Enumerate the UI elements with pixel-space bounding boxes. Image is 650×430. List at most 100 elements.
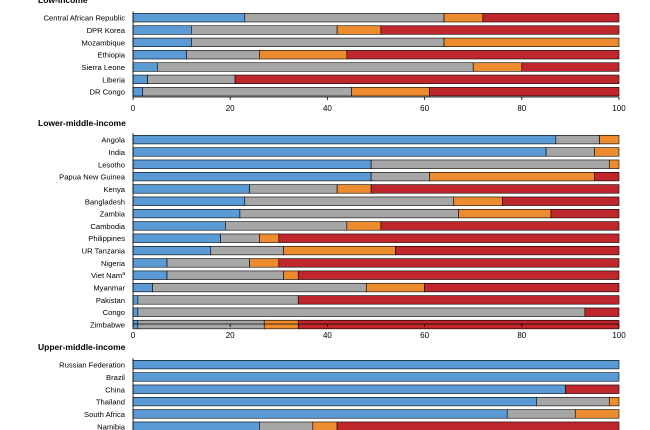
bar-segment xyxy=(458,208,552,219)
bar-segment xyxy=(132,421,260,430)
category-label: Congo xyxy=(103,308,125,317)
category-label: Angola xyxy=(101,136,125,145)
bar-segment xyxy=(132,258,168,268)
category-label: Cambodia xyxy=(90,222,125,231)
category-name: DR Congo xyxy=(90,88,125,97)
bar-segment xyxy=(472,62,523,72)
bar-segment xyxy=(132,147,547,157)
category-name: Cambodia xyxy=(90,222,125,231)
x-tick-label: 20 xyxy=(226,331,235,340)
bar-segment xyxy=(259,50,348,60)
bar-segment xyxy=(220,233,260,243)
category-name: Kenya xyxy=(103,185,125,194)
category-name: Philippines xyxy=(88,234,125,243)
bar-segment xyxy=(545,147,595,157)
bar-segment xyxy=(132,196,246,206)
bar-segment xyxy=(506,409,576,419)
bar-segment xyxy=(370,159,610,169)
category-name: Sierra Leone xyxy=(82,63,125,72)
bar-segment xyxy=(132,25,192,35)
bar-segment xyxy=(482,13,620,23)
category-label: Nigeria xyxy=(101,259,126,268)
category-label: China xyxy=(105,385,126,394)
bar-segment xyxy=(132,135,557,145)
category-label: Central African Republic xyxy=(44,14,126,23)
category-name: Bangladesh xyxy=(85,197,125,206)
bar-segment xyxy=(297,295,620,305)
category-name: Angola xyxy=(101,136,125,145)
category-label: Zambia xyxy=(100,210,126,219)
bar-segment xyxy=(132,233,221,243)
bar-segment xyxy=(132,295,139,305)
bar-segment xyxy=(608,159,620,169)
bar-segment xyxy=(336,25,382,35)
bar-segment xyxy=(210,245,284,256)
bar-segment xyxy=(132,245,212,256)
bar-segment xyxy=(536,396,610,407)
category-name: Brazil xyxy=(106,373,125,382)
bar-segment xyxy=(152,282,367,293)
bar-segment xyxy=(429,171,595,182)
category-label: Philippines xyxy=(88,234,125,243)
category-name: Pakistan xyxy=(96,296,125,305)
category-label: Zimbabwe xyxy=(90,321,125,330)
x-tick-label: 0 xyxy=(131,331,136,340)
bar-segment xyxy=(365,282,425,293)
bar-segment xyxy=(351,87,430,97)
bar-segment xyxy=(429,87,620,97)
panel-title: Upper-middle-income xyxy=(38,342,126,352)
bar-segment xyxy=(142,87,352,97)
bar-segment xyxy=(521,62,620,72)
bar-segment xyxy=(297,270,620,280)
bar-segment xyxy=(166,270,284,280)
bar-segment xyxy=(259,233,280,243)
x-tick-label: 40 xyxy=(323,331,332,340)
bar-segment xyxy=(186,50,260,60)
bar-segment xyxy=(443,13,484,23)
bar-segment xyxy=(132,359,620,370)
bar-segment xyxy=(380,221,620,231)
category-name: Central African Republic xyxy=(44,14,126,23)
bar-segment xyxy=(259,421,314,430)
x-tick-label: 20 xyxy=(226,104,235,113)
bar-segment xyxy=(380,25,620,35)
bar-segment xyxy=(244,13,445,23)
bar-segment xyxy=(132,221,226,231)
bar-segment xyxy=(584,307,620,317)
category-name: Nigeria xyxy=(101,259,126,268)
bar-segment xyxy=(157,62,474,72)
bar-segment xyxy=(137,319,265,330)
bar-segment xyxy=(574,409,620,419)
bar-segment xyxy=(594,171,620,182)
bar-segment xyxy=(424,282,620,293)
bar-segment xyxy=(263,319,299,330)
panel-title: Lower-middle-income xyxy=(38,118,126,128)
bar-segment xyxy=(132,159,372,169)
category-label: Mozambique xyxy=(82,38,125,47)
category-name: Liberia xyxy=(102,75,126,84)
x-tick-label: 60 xyxy=(420,104,429,113)
bar-segment xyxy=(191,25,338,35)
bar-segment xyxy=(565,384,620,394)
bar-segment xyxy=(249,184,338,194)
category-label: Papua New Guinea xyxy=(59,173,126,182)
category-label: Ethiopia xyxy=(98,51,126,60)
category-name: Myanmar xyxy=(93,284,125,293)
category-name: Congo xyxy=(103,308,125,317)
category-label: DR Congo xyxy=(90,88,125,97)
bar-segment xyxy=(132,270,168,280)
category-name: UR Tanzania xyxy=(82,247,126,256)
x-tick-label: 80 xyxy=(517,104,526,113)
bar-segment xyxy=(132,409,508,419)
category-name: Zimbabwe xyxy=(90,321,125,330)
bar-segment xyxy=(191,37,445,47)
bar-segment xyxy=(132,307,139,317)
category-label: South Africa xyxy=(84,410,126,419)
bar-segment xyxy=(234,74,620,84)
category-name: DPR Korea xyxy=(87,26,126,35)
category-name: China xyxy=(105,385,126,394)
bar-segment xyxy=(346,50,620,60)
category-name: Russian Federation xyxy=(59,361,125,370)
category-name: South Africa xyxy=(84,410,126,419)
